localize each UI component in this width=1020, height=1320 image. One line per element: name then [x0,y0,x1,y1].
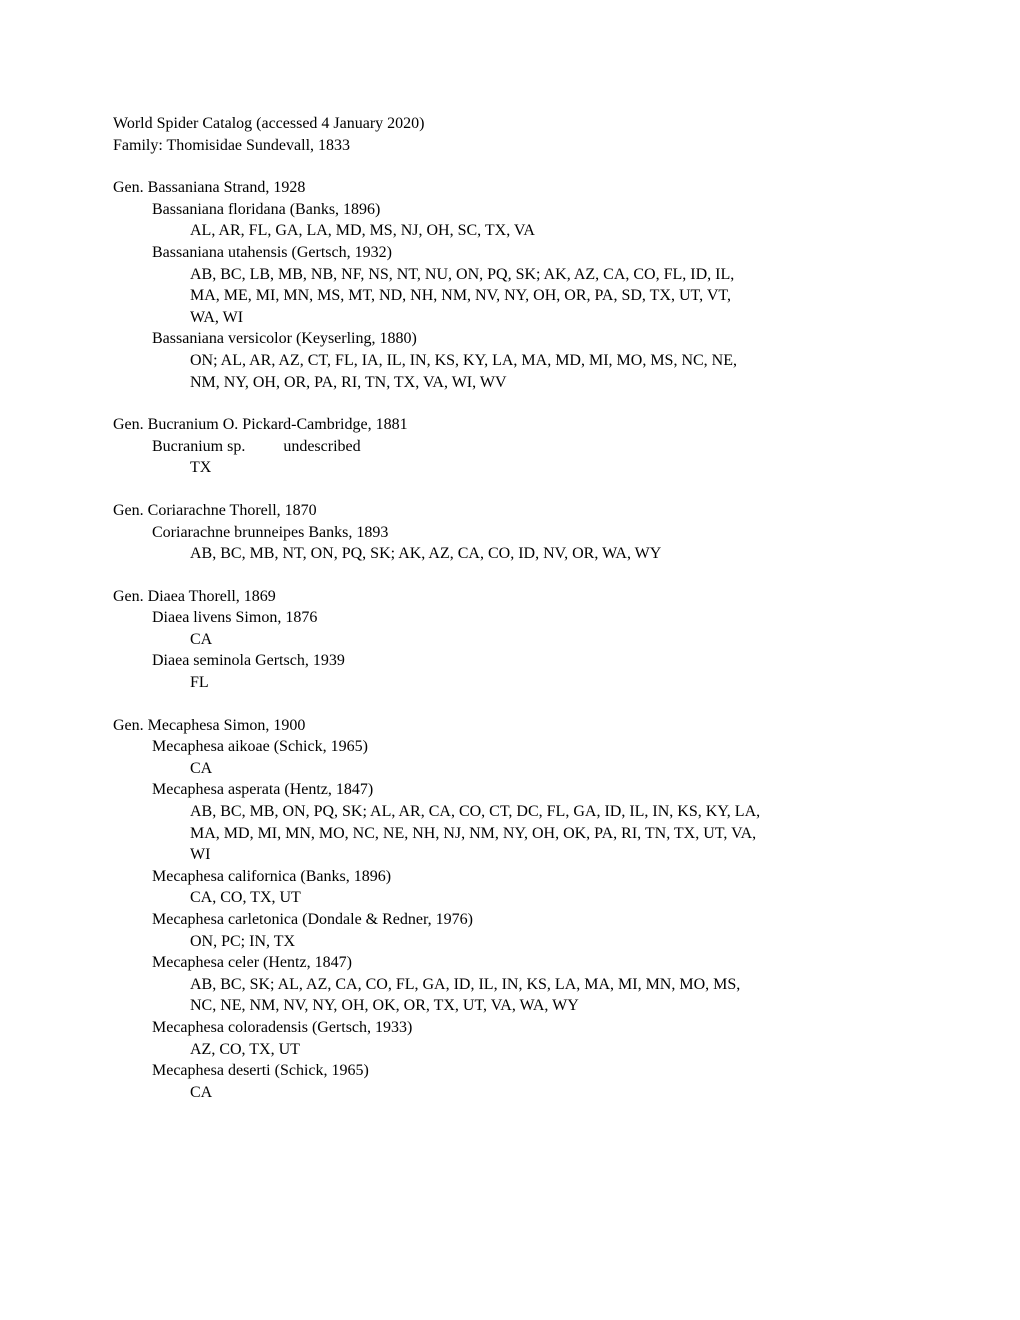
locality-line: NM, NY, OH, OR, PA, RI, TN, TX, VA, WI, … [113,372,907,394]
locality-line: CA [113,758,907,780]
genus-block: Gen. Coriarachne Thorell, 1870 Coriarachn… [113,500,907,565]
species-name-text: Mecaphesa carletonica (Dondale & Redner,… [152,911,473,928]
locality-line: WA, WI [113,307,907,329]
species-name-text: Mecaphesa californica (Banks, 1896) [152,868,391,885]
family-line: Family: Thomisidae Sundevall, 1833 [113,135,907,157]
locality-line: MA, ME, MI, MN, MS, MT, ND, NH, NM, NV, … [113,285,907,307]
species-name: Bucranium sp.undescribed [113,436,907,458]
locality-line: AZ, CO, TX, UT [113,1039,907,1061]
genus-block: Gen. Bucranium O. Pickard-Cambridge, 188… [113,414,907,479]
species-name: Coriarachne brunneipes Banks, 1893 [113,522,907,544]
species-name: Mecaphesa deserti (Schick, 1965) [113,1060,907,1082]
locality-line: AB, BC, MB, ON, PQ, SK; AL, AR, CA, CO, … [113,801,907,823]
species-name-text: Diaea seminola Gertsch, 1939 [152,652,345,669]
genus-name: Gen. Bucranium O. Pickard-Cambridge, 188… [113,414,907,436]
locality-line: FL [113,672,907,694]
species-name: Diaea livens Simon, 1876 [113,607,907,629]
species-name: Bassaniana versicolor (Keyserling, 1880) [113,328,907,350]
species-name-text: Mecaphesa asperata (Hentz, 1847) [152,781,373,798]
species-name-text: Bassaniana floridana (Banks, 1896) [152,201,380,218]
species-name: Mecaphesa coloradensis (Gertsch, 1933) [113,1017,907,1039]
catalog-title: World Spider Catalog (accessed 4 January… [113,113,907,135]
species-name-text: Mecaphesa aikoae (Schick, 1965) [152,738,368,755]
locality-line: CA [113,1082,907,1104]
locality-line: ON, PC; IN, TX [113,931,907,953]
document-header: World Spider Catalog (accessed 4 January… [113,113,907,156]
locality-line: AB, BC, MB, NT, ON, PQ, SK; AK, AZ, CA, … [113,543,907,565]
species-name: Mecaphesa carletonica (Dondale & Redner,… [113,909,907,931]
genus-name: Gen. Bassaniana Strand, 1928 [113,177,907,199]
species-name: Diaea seminola Gertsch, 1939 [113,650,907,672]
genus-name: Gen. Coriarachne Thorell, 1870 [113,500,907,522]
species-name: Bassaniana floridana (Banks, 1896) [113,199,907,221]
species-name-text: Diaea livens Simon, 1876 [152,609,317,626]
species-name: Mecaphesa aikoae (Schick, 1965) [113,736,907,758]
genus-block: Gen. Mecaphesa Simon, 1900Mecaphesa aiko… [113,715,907,1104]
locality-line: ON; AL, AR, AZ, CT, FL, IA, IL, IN, KS, … [113,350,907,372]
species-name-text: Mecaphesa coloradensis (Gertsch, 1933) [152,1019,412,1036]
species-name-text: Coriarachne brunneipes Banks, 1893 [152,524,388,541]
locality-line: NC, NE, NM, NV, NY, OH, OK, OR, TX, UT, … [113,995,907,1017]
species-name-text: Mecaphesa celer (Hentz, 1847) [152,954,352,971]
species-name: Mecaphesa celer (Hentz, 1847) [113,952,907,974]
genus-block: Gen. Bassaniana Strand, 1928 Bassaniana f… [113,177,907,393]
genus-block: Gen. Diaea Thorell, 1869Diaea livens Sim… [113,586,907,694]
species-name: Bassaniana utahensis (Gertsch, 1932) [113,242,907,264]
species-name-text: Bucranium sp. [152,438,245,455]
locality-line: MA, MD, MI, MN, MO, NC, NE, NH, NJ, NM, … [113,823,907,845]
locality-line: TX [113,457,907,479]
locality-line: WI [113,844,907,866]
locality-line: AB, BC, LB, MB, NB, NF, NS, NT, NU, ON, … [113,264,907,286]
locality-line: CA, CO, TX, UT [113,887,907,909]
species-name-text: Bassaniana utahensis (Gertsch, 1932) [152,244,392,261]
species-name-text: Bassaniana versicolor (Keyserling, 1880) [152,330,417,347]
genus-name: Gen. Diaea Thorell, 1869 [113,586,907,608]
species-name: Mecaphesa californica (Banks, 1896) [113,866,907,888]
species-note: undescribed [245,436,360,458]
genus-name: Gen. Mecaphesa Simon, 1900 [113,715,907,737]
taxonomy-content: Gen. Bassaniana Strand, 1928 Bassaniana f… [113,177,907,1103]
species-name-text: Mecaphesa deserti (Schick, 1965) [152,1062,369,1079]
species-name: Mecaphesa asperata (Hentz, 1847) [113,779,907,801]
locality-line: AL, AR, FL, GA, LA, MD, MS, NJ, OH, SC, … [113,220,907,242]
locality-line: AB, BC, SK; AL, AZ, CA, CO, FL, GA, ID, … [113,974,907,996]
locality-line: CA [113,629,907,651]
